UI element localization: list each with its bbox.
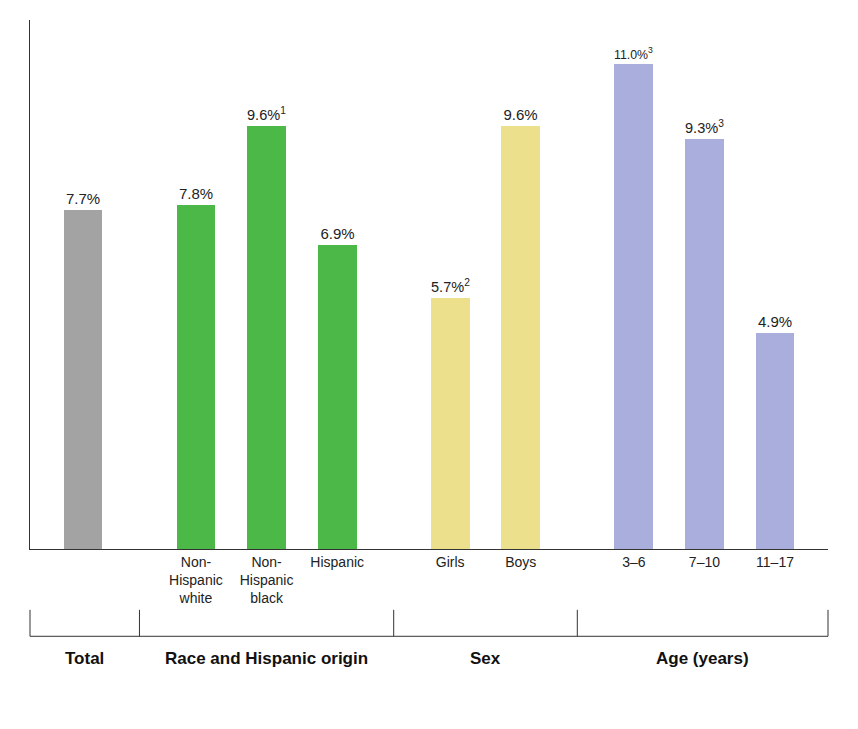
svg-text:Race and Hispanic origin: Race and Hispanic origin xyxy=(165,649,368,668)
svg-text:Girls: Girls xyxy=(436,554,465,570)
svg-text:5.7%​2​: 5.7%​2​ xyxy=(431,277,470,295)
svg-text:7.7%: 7.7% xyxy=(66,190,100,207)
svg-text:4.9%: 4.9% xyxy=(758,313,792,330)
svg-text:Age (years): Age (years) xyxy=(656,649,749,668)
svg-text:Non-Hispanicblack: Non-Hispanicblack xyxy=(240,554,294,606)
svg-text:7–10: 7–10 xyxy=(689,554,720,570)
svg-text:11.0%​3​: 11.0%​3​ xyxy=(614,45,653,61)
svg-text:7.8%: 7.8% xyxy=(179,185,213,202)
svg-text:9.6%​1​: 9.6%​1​ xyxy=(247,105,286,123)
svg-text:Total: Total xyxy=(65,649,104,668)
svg-text:Boys: Boys xyxy=(505,554,536,570)
svg-text:11–17: 11–17 xyxy=(756,554,794,570)
svg-text:9.6%: 9.6% xyxy=(503,106,537,123)
svg-text:Non-Hispanicwhite: Non-Hispanicwhite xyxy=(169,554,223,606)
svg-text:3–6: 3–6 xyxy=(622,554,646,570)
svg-text:6.9%: 6.9% xyxy=(320,225,354,242)
svg-text:Sex: Sex xyxy=(470,649,501,668)
svg-text:Hispanic: Hispanic xyxy=(310,554,364,570)
svg-text:9.3%​3​: 9.3%​3​ xyxy=(685,118,724,136)
